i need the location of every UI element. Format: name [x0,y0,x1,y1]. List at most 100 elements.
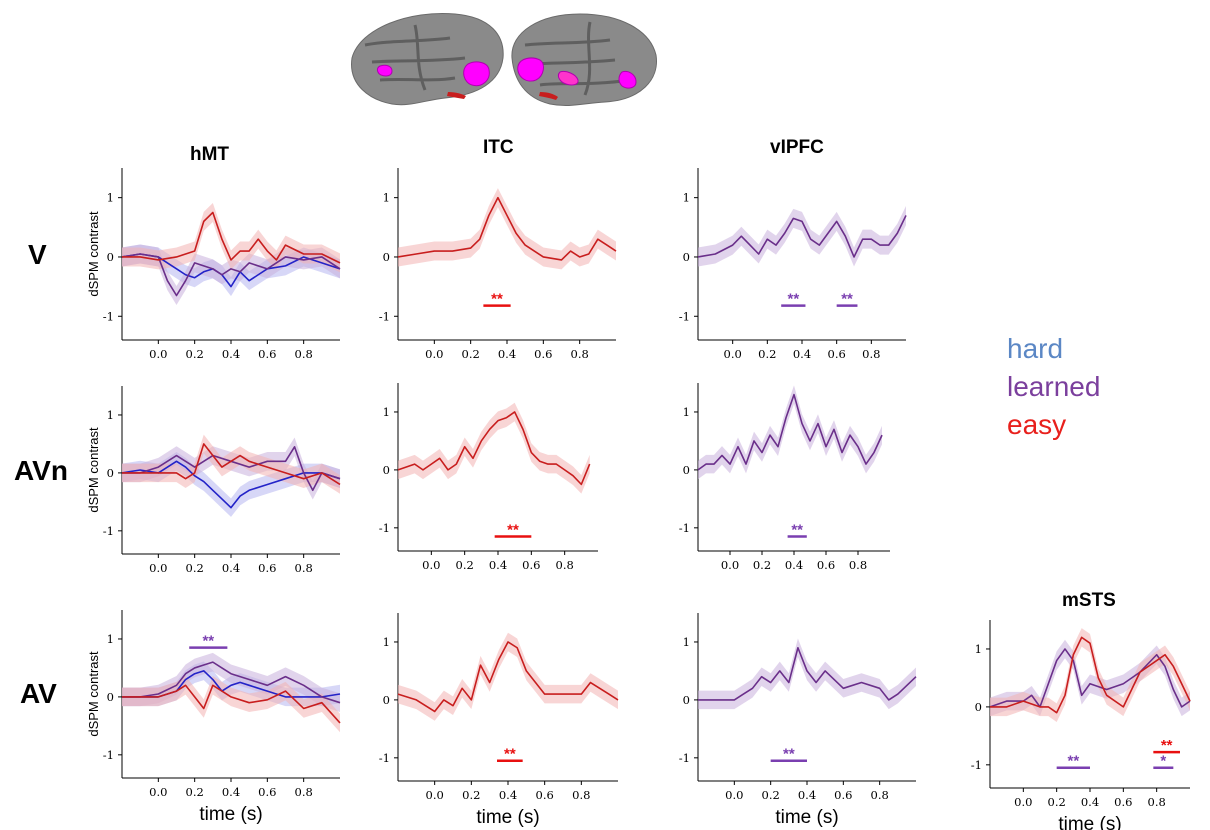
panel-av-itc: 1 0 -1 0.0 0.2 0.4 0.6 0.8 time (s) ** [379,613,619,828]
x-tick-label: 0.4 [785,558,803,572]
x-tick-label: 0.8 [1148,795,1166,809]
confidence-band-easy [122,202,340,273]
x-tick-label: 0.6 [1114,795,1132,809]
brain-right-image [511,13,657,107]
y-tick-label: 1 [107,191,114,205]
x-tick-label: 0.2 [186,347,204,361]
series-line-easy [990,636,1191,714]
significance-label: ** [202,633,214,650]
x-tick-label: 0.4 [793,347,811,361]
x-tick-label: 0.4 [489,558,507,572]
panel-v-hmt: 1 0 -1 0.0 0.2 0.4 0.6 0.8 hMT dSPM contrast [86,144,341,361]
x-tick-label: 0.8 [849,558,867,572]
series-line-learned [989,648,1191,708]
x-tick-label: 0.6 [258,561,276,575]
y-tick-label: 1 [683,405,690,419]
confidence-band-learned [698,638,916,710]
legend-easy: easy [1007,409,1066,440]
panel-title: hMT [190,144,229,165]
x-tick-label: 0.6 [522,558,540,572]
series-line-easy [397,411,591,486]
series-line-learned [697,393,883,471]
significance-label: ** [504,746,516,763]
x-tick-label: 0.6 [817,558,835,572]
x-tick-label: 0.6 [534,347,552,361]
panel-title: mSTS [1062,590,1116,611]
y-tick-label: -1 [679,751,690,765]
x-tick-label: 0.2 [462,347,480,361]
x-axis-label: time (s) [476,807,539,828]
confidence-band-easy [398,632,618,721]
significance-label: ** [491,291,503,308]
y-tick-label: 0 [107,250,114,264]
x-tick-label: 0.4 [222,785,240,799]
x-tick-label: 0.6 [258,347,276,361]
confidence-band-easy [398,188,616,270]
confidence-band-learned [990,639,1190,717]
significance-label: ** [787,291,799,308]
x-tick-label: 0.2 [762,788,780,802]
y-tick-label: -1 [679,521,690,535]
y-tick-label: -1 [103,524,114,538]
x-tick-label: 0.6 [828,347,846,361]
x-tick-label: 0.0 [725,788,743,802]
x-tick-label: 0.8 [295,347,313,361]
x-tick-label: 0.8 [572,788,590,802]
legend-learned: learned [1007,371,1100,402]
y-axis-label: dSPM contrast [86,651,101,737]
y-tick-label: -1 [679,309,690,323]
significance-label: ** [1161,737,1173,754]
x-tick-label: 0.2 [186,785,204,799]
x-tick-label: 0.0 [425,347,443,361]
x-tick-label: 0.0 [426,788,444,802]
panel-v-itc: 1 0 -1 0.0 0.2 0.4 0.6 0.8 ITC ** [379,137,617,361]
x-tick-label: 0.4 [798,788,816,802]
panel-av-hmt: 1 0 -1 0.0 0.2 0.4 0.6 0.8 dSPM contrast time (s)… [86,610,341,825]
panel-avn-itc: 1 0 -1 0.0 0.2 0.4 0.6 0.8 ** [379,383,598,572]
significance-label: ** [791,522,803,539]
row-label-v: V [28,239,47,270]
x-tick-label: 0.6 [258,785,276,799]
y-tick-label: 1 [107,632,114,646]
x-tick-label: 0.8 [862,347,880,361]
panels: 1 0 -1 0.0 0.2 0.4 0.6 0.8 hMT dSPM contrast 1 0 -1 0… [86,137,1191,830]
significance-label: * [1160,753,1166,770]
series-line-easy [397,641,619,713]
x-tick-label: 0.2 [753,558,771,572]
y-tick-label: -1 [971,758,982,772]
panel-avn-vlpfc: 1 0 -1 0.0 0.2 0.4 0.6 0.8 ** [679,383,890,572]
series-line-learned [698,646,917,701]
panel-title: ITC [483,137,514,158]
x-axis-label: time (s) [199,804,262,825]
y-tick-label: 0 [975,700,982,714]
confidence-band-learned [122,244,340,306]
y-axis-label: dSPM contrast [86,427,101,513]
legend-hard: hard [1007,333,1063,364]
y-tick-label: 0 [383,250,390,264]
x-tick-label: 0.4 [499,788,517,802]
panel-av-vlpfc: 1 0 -1 0.0 0.2 0.4 0.6 0.8 time (s) ** [679,613,917,828]
x-tick-label: 0.0 [149,561,167,575]
x-tick-label: 0.0 [149,785,167,799]
x-axis-label: time (s) [1058,814,1121,830]
y-tick-label: 1 [975,642,982,656]
x-tick-label: 0.2 [758,347,776,361]
significance-label: ** [783,746,795,763]
y-tick-label: 1 [683,635,690,649]
x-axis-label: time (s) [775,807,838,828]
significance-label: ** [841,291,853,308]
y-tick-label: 0 [683,693,690,707]
y-tick-label: 0 [683,463,690,477]
x-tick-label: 0.2 [456,558,474,572]
y-tick-label: 1 [107,408,114,422]
confidence-band-learned [698,205,906,267]
x-tick-label: 0.0 [422,558,440,572]
x-tick-label: 0.0 [721,558,739,572]
x-tick-label: 0.6 [834,788,852,802]
panel-title: vIPFC [770,137,824,158]
x-tick-label: 0.2 [186,561,204,575]
y-tick-label: 0 [683,250,690,264]
x-tick-label: 0.2 [462,788,480,802]
